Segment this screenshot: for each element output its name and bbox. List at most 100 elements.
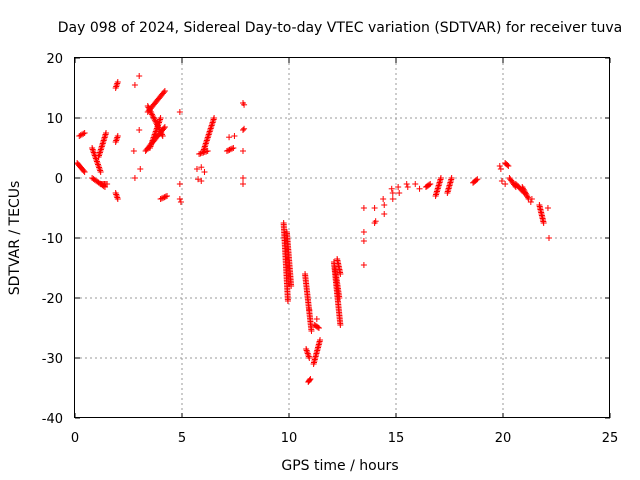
- data-point: [80, 130, 87, 137]
- data-point: [448, 175, 455, 181]
- x-axis-label: GPS time / hours: [281, 458, 398, 474]
- data-point: [195, 176, 202, 183]
- data-point: [193, 166, 200, 172]
- data-point: [160, 125, 167, 132]
- data-point: [336, 295, 343, 301]
- data-point: [161, 124, 168, 130]
- data-point: [371, 205, 378, 211]
- data-point: [239, 148, 246, 154]
- data-point: [381, 202, 388, 208]
- data-point: [427, 181, 434, 187]
- y-tick-label: -30: [42, 352, 63, 367]
- data-point: [337, 271, 344, 277]
- data-point: [524, 193, 531, 200]
- grid: [74, 57, 611, 419]
- data-point: [527, 199, 534, 205]
- y-tick-label: 10: [46, 112, 63, 127]
- data-point: [149, 113, 156, 119]
- data-point: [372, 218, 379, 225]
- data-point: [223, 148, 230, 154]
- data-point: [149, 111, 156, 118]
- data-point: [231, 133, 238, 139]
- data-point: [160, 89, 167, 96]
- data-point: [131, 82, 138, 88]
- data-point: [396, 190, 403, 196]
- data-point: [306, 355, 313, 361]
- data-point: [159, 133, 166, 139]
- data-points: [74, 73, 553, 385]
- data-point: [137, 166, 144, 172]
- data-point: [97, 169, 104, 175]
- data-point: [225, 147, 232, 154]
- data-point: [226, 146, 233, 153]
- data-point: [498, 178, 505, 184]
- data-point: [381, 211, 388, 217]
- data-point: [437, 175, 444, 181]
- data-point: [497, 166, 504, 172]
- data-point: [306, 307, 313, 313]
- data-point: [104, 181, 111, 187]
- y-tick-label: 20: [46, 52, 63, 67]
- data-point: [158, 195, 165, 202]
- x-tick-label: 15: [388, 431, 405, 446]
- data-point: [161, 88, 168, 94]
- data-point: [113, 82, 120, 88]
- data-point: [360, 205, 367, 211]
- data-point: [241, 125, 248, 132]
- data-point: [113, 193, 120, 199]
- data-point: [315, 325, 322, 331]
- data-point: [130, 148, 137, 154]
- data-point: [403, 181, 410, 187]
- x-tick-label: 0: [71, 431, 79, 446]
- data-point: [404, 184, 411, 190]
- y-axis-label: SDTVAR / TECUs: [7, 181, 23, 296]
- data-point: [230, 145, 237, 151]
- data-point: [496, 163, 503, 169]
- data-point: [177, 199, 184, 205]
- data-point: [81, 130, 88, 136]
- data-point: [313, 316, 320, 322]
- data-point: [81, 169, 88, 175]
- tick-labels: 0 5 10 15 20 25 20 10 0 -10 -20 -30 -40: [42, 52, 619, 446]
- plot-frame: [74, 57, 610, 418]
- data-point: [159, 131, 166, 138]
- data-point: [502, 181, 509, 187]
- data-point: [211, 115, 218, 121]
- data-point: [388, 185, 395, 192]
- data-point: [198, 164, 205, 171]
- data-point: [519, 185, 526, 192]
- data-point: [473, 177, 480, 184]
- y-tick-label: -10: [42, 232, 63, 247]
- data-point: [360, 229, 367, 235]
- data-point: [114, 79, 121, 85]
- data-point: [416, 185, 423, 192]
- data-point: [113, 136, 120, 142]
- data-point: [239, 181, 246, 187]
- data-point: [164, 193, 171, 199]
- data-point: [395, 184, 402, 190]
- data-point: [160, 194, 167, 201]
- data-point: [131, 175, 138, 181]
- data-point: [161, 194, 168, 201]
- data-point: [540, 220, 547, 226]
- data-point: [151, 117, 158, 124]
- data-point: [146, 107, 153, 114]
- data-point: [144, 103, 151, 109]
- data-point: [176, 109, 183, 115]
- data-point: [524, 194, 531, 201]
- y-tick-label: -40: [42, 412, 63, 427]
- x-tick-label: 20: [495, 431, 512, 446]
- data-point: [380, 196, 387, 202]
- data-point: [360, 238, 367, 244]
- data-point: [103, 130, 110, 136]
- data-point: [145, 104, 152, 111]
- data-point: [284, 298, 291, 304]
- x-tick-label: 10: [281, 431, 298, 446]
- data-point: [157, 115, 164, 121]
- data-point: [360, 262, 367, 268]
- data-point: [162, 193, 169, 200]
- data-point: [308, 328, 315, 334]
- y-tick-label: 0: [55, 172, 63, 187]
- x-tick-label: 5: [178, 431, 186, 446]
